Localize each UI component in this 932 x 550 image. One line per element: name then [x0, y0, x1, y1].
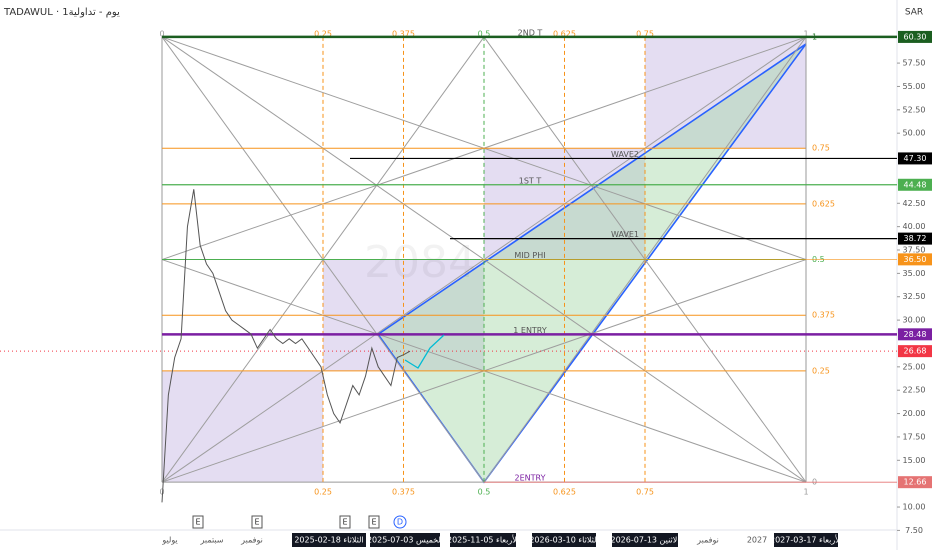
- currency[interactable]: SAR: [905, 8, 923, 18]
- gann-v-level-label: 0.625: [553, 29, 576, 38]
- gann-v-level-label: 0: [159, 488, 164, 497]
- price-line: [161, 189, 411, 503]
- date-mark-label: الأربعاء 05-11-2025: [447, 535, 519, 545]
- annotation-label: MID PHI: [514, 251, 545, 260]
- date-mark-label: الاثنين 13-07-2026: [611, 536, 680, 545]
- y-tick-label: 42.50: [903, 199, 926, 208]
- price-tag: [898, 253, 932, 266]
- date-mark-label: الثلاثاء 10-03-2026: [529, 536, 598, 545]
- time-label: 2027: [747, 536, 767, 545]
- time-label: نوفمبر: [696, 536, 719, 545]
- gann-h-level-label: 0.25: [812, 366, 830, 375]
- price-tag: [898, 152, 932, 165]
- y-tick-label: 50.00: [903, 129, 926, 138]
- date-mark-box: [292, 533, 366, 547]
- gann-h-level-label: 0.75: [812, 144, 830, 153]
- event-label: E: [195, 518, 200, 527]
- y-tick-label: 35.00: [903, 269, 926, 278]
- gann-v-level-label: 1: [803, 29, 808, 38]
- gann-v-level-label: 0.625: [553, 488, 576, 497]
- gann-v-level-label: 0.25: [314, 488, 332, 497]
- date-mark-box: [450, 533, 516, 547]
- event-label: E: [371, 518, 376, 527]
- event-label: E: [342, 518, 347, 527]
- date-mark-box: [612, 533, 678, 547]
- annotation-label: 2ENTRY: [515, 474, 546, 483]
- y-tick-label: 22.50: [903, 386, 926, 395]
- projection-path: [404, 334, 445, 369]
- gann-v-level-label: 0: [159, 29, 164, 38]
- event-marker: [251, 515, 263, 529]
- y-tick-label: 25.00: [903, 362, 926, 371]
- gann-v-level-label: 1: [803, 488, 808, 497]
- price-tag-label: 44.48: [904, 180, 927, 189]
- y-tick-label: 40.00: [903, 222, 926, 231]
- price-tag-label: 36.50: [904, 255, 927, 264]
- gann-h-level-label: 0.375: [812, 311, 835, 320]
- y-tick-label: 55.00: [903, 82, 926, 91]
- event-marker: [368, 515, 380, 529]
- y-tick-label: 17.50: [903, 432, 926, 441]
- annotation-label: WAVE1: [611, 230, 639, 239]
- date-mark-label: الخميس 03-07-2025: [367, 536, 443, 545]
- y-tick-label: 30.00: [903, 316, 926, 325]
- date-mark-box: [370, 533, 440, 547]
- chart-title: TADAWUL · 1يوم - تداولية: [3, 7, 120, 18]
- y-tick-label: 32.50: [903, 292, 926, 301]
- gann-h-level-label: 0.625: [812, 199, 835, 208]
- gann-v-level-label: 0.75: [636, 29, 654, 38]
- event-marker: [192, 515, 204, 529]
- date-mark-box: [532, 533, 596, 547]
- y-tick-label: 15.00: [903, 456, 926, 465]
- y-tick-label: 52.50: [903, 105, 926, 114]
- event-label: E: [254, 518, 259, 527]
- event-marker: [393, 515, 407, 529]
- annotation-label: 1ST T: [519, 176, 542, 185]
- y-tick-label: 57.50: [903, 59, 926, 68]
- price-tag-label: 60.30: [904, 32, 927, 41]
- price-tag-label: 38.72: [904, 234, 927, 243]
- annotation-label: 2ND T: [518, 28, 543, 37]
- date-mark-label: الثلاثاء 18-02-2025: [294, 536, 363, 545]
- date-mark-label: الأربعاء 17-03-2027: [770, 535, 842, 545]
- gann-v-level-label: 0.75: [636, 488, 654, 497]
- gann-v-level-label: 0.375: [392, 29, 415, 38]
- price-tag: [898, 476, 932, 489]
- gann-v-level-label: 0.375: [392, 488, 415, 497]
- event-marker: [339, 515, 351, 529]
- price-tag-label: 28.48: [904, 330, 927, 339]
- y-tick-label: 10.00: [903, 503, 926, 512]
- gann-v-level-label: 0.5: [478, 488, 491, 497]
- price-tag: [898, 328, 932, 341]
- event-label: D: [397, 518, 403, 527]
- y-tick-label: 37.50: [903, 246, 926, 255]
- price-tag: [898, 232, 932, 245]
- date-mark-box: [774, 533, 838, 547]
- time-label: سبتمبر: [200, 536, 224, 545]
- annotation-label: WAVE2: [611, 150, 639, 159]
- y-tick-label: 20.00: [903, 409, 926, 418]
- price-tag: [898, 30, 932, 43]
- price-tag-label: 47.30: [904, 154, 927, 163]
- price-tag: [898, 345, 932, 358]
- y-tick-label: 7.50: [905, 526, 923, 535]
- time-label: يوليو: [161, 536, 177, 545]
- annotation-label: 1 ENTRY: [513, 326, 547, 335]
- price-tag-label: 26.68: [904, 347, 927, 356]
- price-tag-label: 12.66: [904, 478, 927, 487]
- projection-fill: [378, 43, 806, 483]
- time-label: نوفمبر: [240, 536, 263, 545]
- watermark: 2084: [364, 237, 476, 288]
- gann-v-level-label: 0.5: [478, 29, 491, 38]
- gann-v-level-label: 0.25: [314, 29, 332, 38]
- price-tag: [898, 178, 932, 191]
